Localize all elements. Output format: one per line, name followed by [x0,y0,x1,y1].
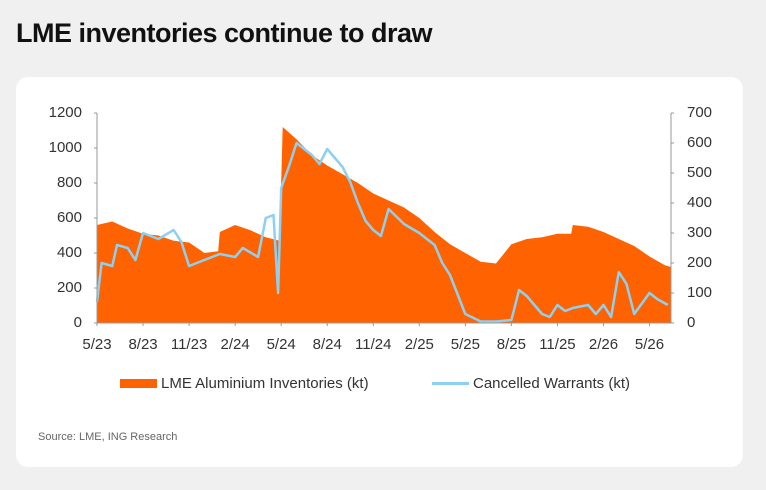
x-tick-label: 8/25 [497,336,526,353]
x-tick-label: 11/25 [539,336,575,353]
chart-title: LME inventories continue to draw [16,18,433,48]
x-tick-label: 5/25 [451,336,480,353]
source: Source: LME, ING Research [38,431,177,443]
y2-tick-label: 100 [687,284,712,301]
x-tick-label: 2/25 [405,336,434,353]
x-tick-label: 2/26 [589,336,618,353]
y2-tick-label: 700 [687,104,712,121]
x-tick-label: 11/24 [355,336,391,353]
y-tick-label: 800 [57,174,82,191]
legend-label: LME Aluminium Inventories (kt) [161,375,369,392]
y2-tick-label: 600 [687,134,712,151]
y2-tick-label: 200 [687,254,712,271]
x-tick-label: 5/24 [267,336,296,353]
x-tick-label: 2/24 [221,336,250,353]
line [95,141,669,323]
y-tick-label: 200 [57,279,82,296]
y-tick-label: 600 [57,209,82,226]
legend-swatch [120,379,157,388]
y-tick-label: 0 [74,314,82,331]
y-tick-label: 1000 [49,139,82,156]
y2-tick-label: 300 [687,224,712,241]
y-tick-label: 400 [57,244,82,261]
y2-tick-label: 0 [687,314,695,331]
x-tick-label: 11/23 [171,336,207,353]
x-tick-label: 5/26 [635,336,664,353]
x-tick-label: 8/24 [313,336,342,353]
y2-tick-label: 400 [687,194,712,211]
x-tick-label: 8/23 [128,336,157,353]
x-tick-label: 5/23 [82,336,111,353]
y2-tick-label: 500 [687,164,712,181]
y-tick-label: 1200 [49,104,82,121]
legend-label: Cancelled Warrants (kt) [473,375,630,392]
